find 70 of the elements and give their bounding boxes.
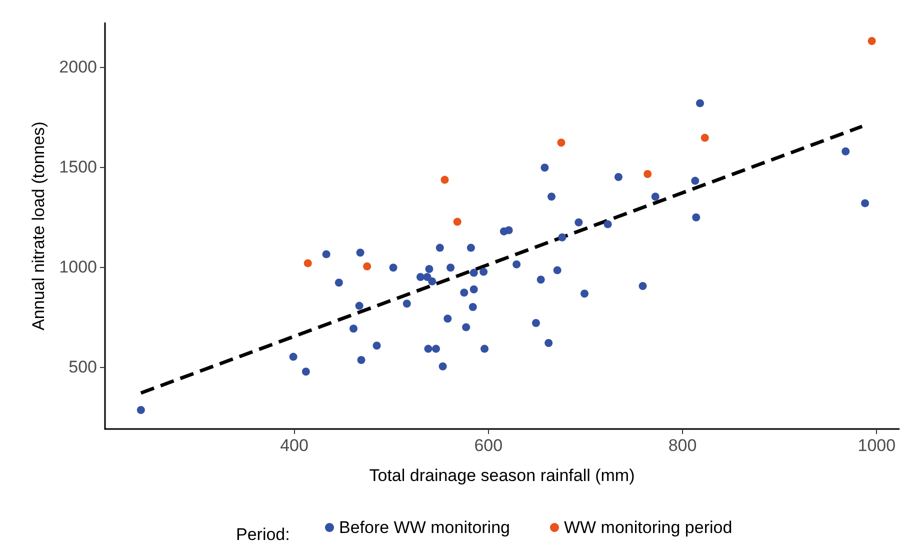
point: [356, 248, 364, 257]
legend-label: Before WW monitoring: [339, 518, 510, 537]
y-tick-label: 500: [68, 358, 97, 376]
point: [504, 226, 513, 234]
x-axis-title: Total drainage season rainfall (mm): [369, 466, 635, 485]
point: [548, 192, 556, 201]
point: [536, 276, 545, 284]
y-axis-title: Annual nitrate load (tonnes): [29, 122, 48, 330]
legend-title: Period:: [236, 525, 290, 544]
point: [304, 259, 312, 268]
point: [357, 356, 366, 364]
point: [372, 342, 381, 350]
point: [644, 170, 652, 178]
point: [544, 339, 553, 347]
point: [470, 268, 478, 277]
point: [424, 344, 432, 353]
x-tick-label: 800: [668, 436, 697, 455]
point: [355, 302, 364, 310]
point: [363, 262, 372, 270]
y-tick-label: 1000: [59, 258, 97, 276]
point: [558, 233, 566, 242]
point: [470, 285, 478, 294]
point: [402, 300, 411, 308]
x-tick-label: 400: [280, 436, 308, 455]
point: [700, 134, 709, 142]
point: [444, 314, 452, 323]
point: [436, 244, 444, 252]
x-tick-label: 1000: [858, 436, 896, 455]
point: [651, 192, 660, 201]
point: [480, 344, 489, 353]
point: [480, 268, 488, 276]
point: [289, 352, 298, 361]
point: [638, 282, 647, 290]
point: [322, 250, 330, 258]
point: [614, 173, 622, 181]
y-tick-label: 2000: [59, 58, 97, 76]
point: [868, 37, 876, 45]
point: [604, 220, 612, 228]
point: [334, 278, 343, 287]
point: [446, 264, 455, 272]
point: [349, 324, 358, 333]
point: [691, 176, 700, 185]
x-tick-label: 600: [474, 436, 503, 455]
point: [460, 288, 468, 297]
point: [842, 147, 850, 156]
point: [462, 323, 470, 332]
point: [696, 99, 704, 108]
point: [302, 368, 310, 376]
point: [553, 266, 562, 274]
point: [512, 260, 521, 268]
legend-label: WW monitoring period: [564, 518, 732, 537]
point: [416, 273, 424, 281]
point: [428, 277, 436, 286]
point: [438, 362, 447, 370]
point: [453, 218, 462, 226]
point: [440, 176, 449, 184]
point: [425, 265, 434, 273]
point: [389, 264, 398, 272]
point: [468, 303, 477, 311]
point: [540, 164, 549, 172]
point: [574, 218, 583, 226]
y-tick-label: 1500: [59, 158, 97, 176]
point: [136, 406, 145, 414]
point: [466, 244, 475, 252]
point: [432, 344, 440, 353]
point: [557, 138, 566, 147]
point: [692, 213, 700, 222]
point: [532, 319, 540, 327]
point: [861, 199, 870, 208]
point: [580, 290, 589, 298]
